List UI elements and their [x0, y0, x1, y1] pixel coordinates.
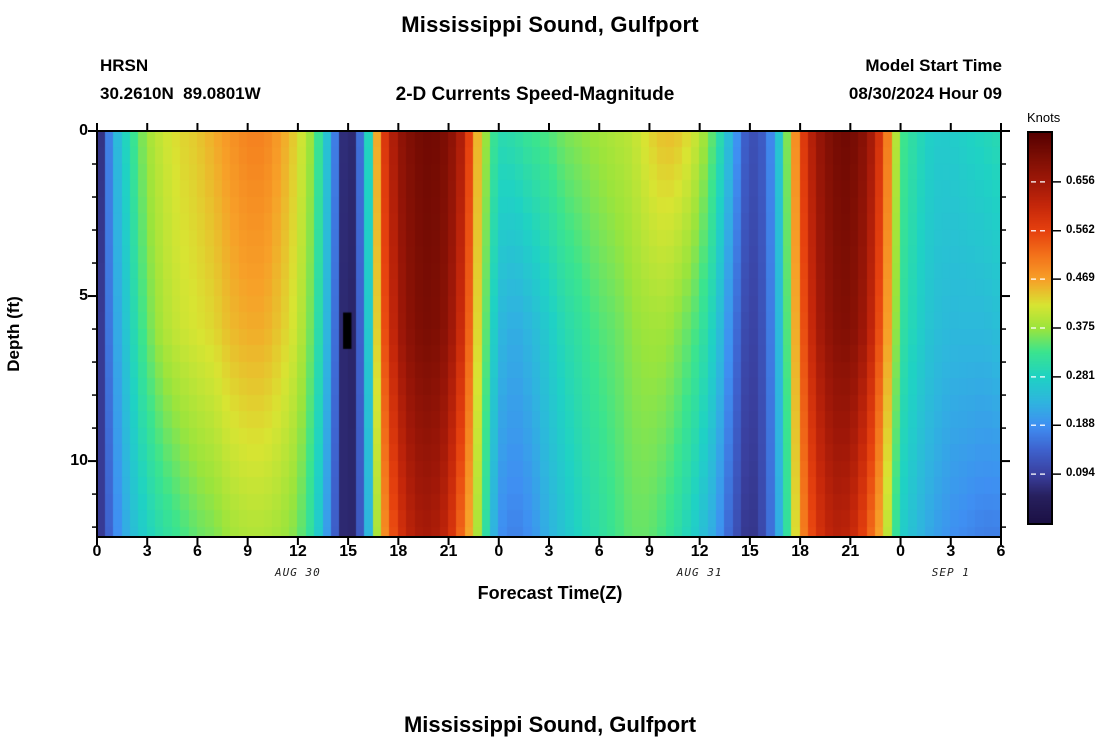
x-axis-title: Forecast Time(Z) [477, 583, 623, 603]
colorbar-tick-label: 0.094 [1066, 467, 1095, 480]
colorbar-border [1027, 131, 1053, 525]
station-coordinates: 30.2610N 89.0801W [100, 84, 261, 103]
x-tick-label: 21 [841, 543, 860, 560]
x-tick-label: 12 [690, 543, 709, 560]
x-tick-label: 3 [946, 543, 956, 560]
x-tick-label: 0 [494, 543, 504, 560]
date-annotation: AUG 30 [275, 566, 321, 579]
x-tick-label: 0 [896, 543, 905, 560]
x-tick-label: 18 [389, 543, 408, 560]
colorbar-units-label: Knots [1027, 110, 1061, 125]
figure-title: Mississippi Sound, Gulfport [401, 12, 699, 37]
model-start-time-label: Model Start Time [865, 56, 1002, 75]
y-tick-label: 5 [79, 287, 88, 305]
y-tick-label: 10 [70, 452, 88, 470]
x-tick-label: 9 [243, 543, 253, 560]
x-tick-label: 18 [791, 543, 809, 560]
next-figure-title: Mississippi Sound, Gulfport [403, 712, 697, 737]
colorbar-tick-label: 0.281 [1066, 369, 1095, 382]
x-tick-label: 6 [192, 543, 202, 560]
x-tick-label: 15 [740, 543, 759, 560]
colorbar-tick-label: 0.562 [1066, 223, 1095, 236]
model-start-time-value: 08/30/2024 Hour 09 [848, 84, 1002, 103]
plot-subtitle: 2-D Currents Speed-Magnitude [395, 84, 675, 105]
station-id: HRSN [100, 56, 149, 75]
x-tick-label: 0 [92, 543, 102, 560]
colorbar-tick-label: 0.188 [1066, 418, 1095, 431]
x-tick-label: 6 [996, 543, 1006, 560]
y-tick-label: 0 [79, 122, 88, 139]
x-tick-label: 9 [644, 543, 654, 560]
plot-border [96, 130, 1002, 538]
colorbar-tick-label: 0.469 [1066, 272, 1095, 285]
date-annotation: AUG 31 [676, 566, 723, 579]
x-tick-label: 15 [339, 543, 357, 560]
x-tick-label: 12 [288, 543, 307, 560]
x-tick-label: 6 [594, 543, 604, 560]
colorbar-tick-label: 0.375 [1066, 321, 1095, 333]
x-tick-label: 21 [439, 543, 458, 560]
date-annotation: SEP 1 [931, 566, 970, 579]
currents-speed-heatmap [97, 131, 1001, 537]
x-tick-label: 3 [544, 543, 554, 560]
y-axis-title: Depth (ft) [4, 296, 23, 372]
x-tick-label: 3 [142, 543, 152, 560]
colorbar-tick-label: 0.656 [1066, 174, 1095, 187]
